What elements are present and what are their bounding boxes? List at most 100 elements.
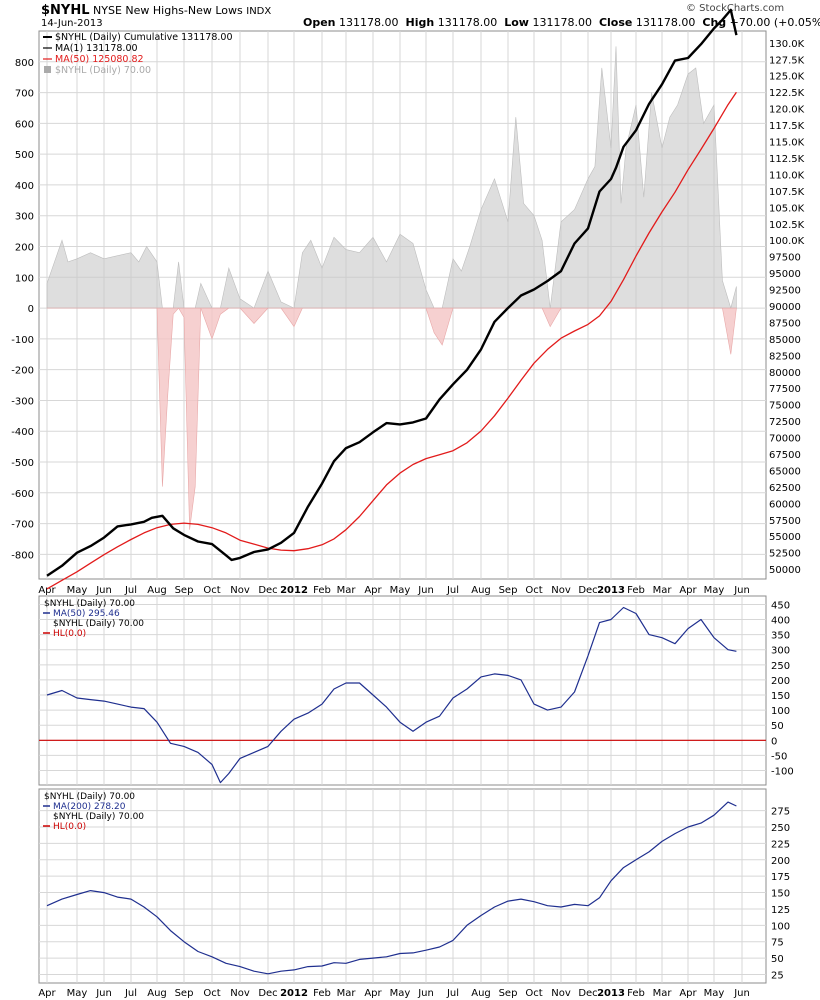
open-label: Open bbox=[303, 16, 336, 29]
cumulative-line bbox=[46, 8, 738, 577]
x-tick-label-bottom: Nov bbox=[230, 988, 250, 999]
ma200-oscillator-line bbox=[46, 801, 737, 975]
left-tick-label: 500 bbox=[15, 150, 34, 161]
x-tick-label-bottom: Feb bbox=[627, 988, 645, 999]
left-tick-label: 100 bbox=[15, 273, 34, 284]
legend-label: MA(200) 278.20 bbox=[53, 802, 126, 812]
x-tick-label: Apr bbox=[38, 585, 56, 596]
right-tick-label: 300 bbox=[771, 646, 790, 657]
symbol: $NYHL bbox=[41, 3, 90, 18]
x-tick-label-bottom: Nov bbox=[551, 988, 571, 999]
right-tick-label: 25 bbox=[771, 970, 784, 981]
right-tick-label: 117.5K bbox=[769, 121, 805, 132]
left-tick-label: 400 bbox=[15, 181, 34, 192]
watermark: © StockCharts.com bbox=[686, 3, 785, 14]
x-tick-label: Jul bbox=[446, 585, 459, 596]
ohlc-readout: Open 131178.00 High 131178.00 Low 131178… bbox=[303, 16, 820, 29]
chg-label: Chg bbox=[702, 16, 727, 29]
legend-label: MA(50) 295.46 bbox=[53, 609, 120, 619]
legend-label: $NYHL (Daily) 70.00 bbox=[53, 812, 144, 822]
right-tick-label: 90000 bbox=[769, 302, 801, 313]
right-tick-label: 250 bbox=[771, 661, 790, 672]
right-tick-label: 225 bbox=[771, 839, 790, 850]
right-tick-label: 65000 bbox=[769, 466, 801, 477]
right-tick-label: 107.5K bbox=[769, 187, 805, 198]
legend-label: $NYHL (Daily) 70.00 bbox=[44, 599, 135, 609]
x-tick-label: 2012 bbox=[280, 585, 308, 596]
x-tick-label: Jun bbox=[95, 585, 112, 596]
x-tick-label-bottom: Dec bbox=[578, 988, 597, 999]
right-tick-label: 82500 bbox=[769, 351, 801, 362]
right-tick-label: 75 bbox=[771, 938, 784, 949]
left-tick-label: 700 bbox=[15, 89, 34, 100]
right-tick-label: 350 bbox=[771, 631, 790, 642]
right-tick-label: 450 bbox=[771, 600, 790, 611]
right-tick-label: 150 bbox=[771, 691, 790, 702]
x-tick-label: Oct bbox=[203, 585, 220, 596]
left-tick-label: 600 bbox=[15, 119, 34, 130]
chart-title: $NYHL NYSE New Highs-New Lows INDX bbox=[41, 3, 271, 18]
x-tick-label-bottom: Jun bbox=[95, 988, 112, 999]
x-tick-label: Oct bbox=[525, 585, 542, 596]
x-tick-label-bottom: Feb bbox=[313, 988, 331, 999]
right-tick-label: 70000 bbox=[769, 434, 801, 445]
exchange: INDX bbox=[246, 6, 272, 17]
left-tick-label: -600 bbox=[11, 489, 34, 500]
right-tick-label: 250 bbox=[771, 823, 790, 834]
left-tick-label: -700 bbox=[11, 520, 34, 531]
legend-label: MA(50) 125080.82 bbox=[55, 54, 144, 65]
x-tick-label-bottom: Jun bbox=[733, 988, 750, 999]
x-tick-label: Jul bbox=[124, 585, 137, 596]
x-tick-label: Aug bbox=[147, 585, 167, 596]
right-tick-label: 50 bbox=[771, 954, 784, 965]
x-tick-label-bottom: Mar bbox=[653, 988, 673, 999]
x-tick-label-bottom: Apr bbox=[679, 988, 697, 999]
low-value: 131178.00 bbox=[532, 16, 592, 29]
x-tick-label: Jun bbox=[733, 585, 750, 596]
x-tick-label: Apr bbox=[679, 585, 697, 596]
right-tick-label: 105.0K bbox=[769, 203, 805, 214]
chart-date: 14-Jun-2013 bbox=[41, 18, 103, 29]
x-tick-label-bottom: Jul bbox=[124, 988, 137, 999]
right-tick-label: 57500 bbox=[769, 516, 801, 527]
symbol-name: NYSE New Highs-New Lows bbox=[93, 4, 243, 17]
left-tick-label: -400 bbox=[11, 427, 34, 438]
right-tick-label: 127.5K bbox=[769, 55, 805, 66]
right-tick-label: 100.0K bbox=[769, 236, 805, 247]
right-tick-label: -50 bbox=[771, 751, 787, 762]
x-tick-label: May bbox=[67, 585, 88, 596]
close-label: Close bbox=[598, 16, 633, 29]
left-tick-label: -500 bbox=[11, 458, 34, 469]
x-tick-label: Nov bbox=[230, 585, 250, 596]
right-tick-label: 50000 bbox=[769, 565, 801, 576]
panel-frame bbox=[38, 788, 767, 984]
x-tick-label: Sep bbox=[499, 585, 518, 596]
x-tick-label-bottom: Dec bbox=[258, 988, 277, 999]
left-tick-label: 0 bbox=[28, 304, 34, 315]
right-tick-label: 400 bbox=[771, 616, 790, 627]
x-tick-label: Aug bbox=[471, 585, 491, 596]
x-tick-label-bottom: Sep bbox=[499, 988, 518, 999]
left-tick-label: -800 bbox=[11, 550, 34, 561]
x-tick-label: Dec bbox=[578, 585, 597, 596]
high-value: 131178.00 bbox=[437, 16, 498, 29]
x-tick-label: Feb bbox=[627, 585, 645, 596]
x-tick-label: 2013 bbox=[597, 585, 625, 596]
panel-frame bbox=[38, 595, 767, 786]
right-tick-label: 200 bbox=[771, 676, 790, 687]
right-tick-label: 110.0K bbox=[769, 170, 805, 181]
x-tick-label: May bbox=[704, 585, 725, 596]
x-tick-label: Nov bbox=[551, 585, 571, 596]
ma50-line bbox=[46, 91, 737, 590]
right-tick-label: 75000 bbox=[769, 401, 801, 412]
x-tick-label: Sep bbox=[175, 585, 194, 596]
right-tick-label: 0 bbox=[771, 736, 777, 747]
right-tick-label: 125 bbox=[771, 905, 790, 916]
chg-value: +70.00 (+0.05%) bbox=[729, 16, 820, 29]
right-tick-label: 120.0K bbox=[769, 105, 805, 116]
left-tick-label: 800 bbox=[15, 58, 34, 69]
x-tick-label: Apr bbox=[364, 585, 382, 596]
right-tick-label: 97500 bbox=[769, 253, 801, 264]
x-tick-label: Mar bbox=[653, 585, 673, 596]
left-tick-label: -200 bbox=[11, 366, 34, 377]
